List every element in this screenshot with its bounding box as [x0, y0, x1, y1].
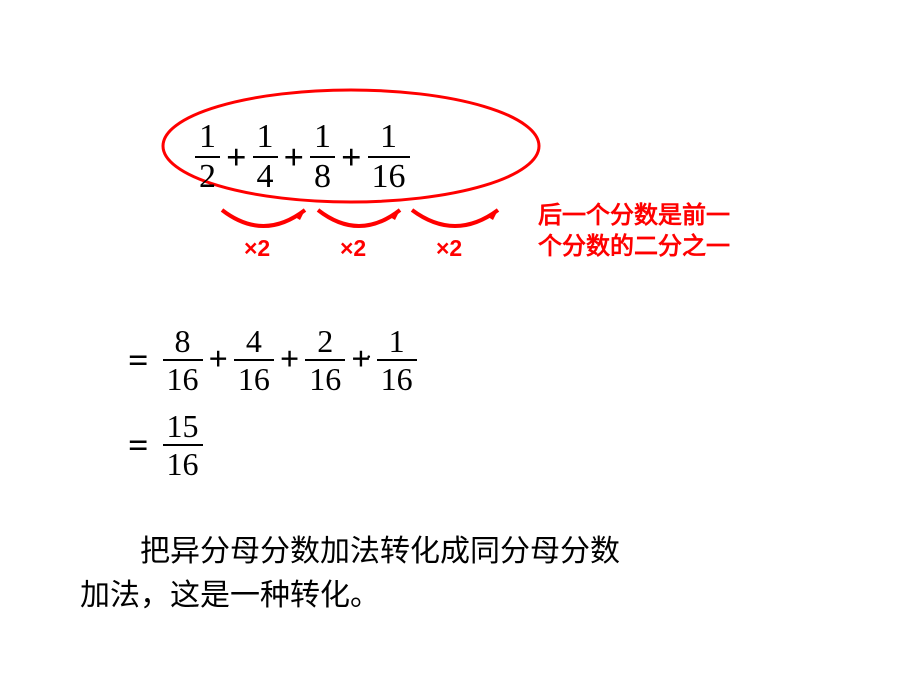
mid-fraction-2: 416 [234, 325, 274, 395]
annotation-line1: 后一个分数是前一 [538, 202, 730, 229]
curve-arrow-3 [412, 210, 498, 226]
equals-sign: = [128, 424, 163, 466]
plus-sign: + [203, 341, 234, 379]
times-two-label-2: ×2 [340, 235, 366, 262]
converted-expression: =816+416+216+116 [128, 325, 417, 395]
denominator: 16 [163, 361, 203, 395]
denominator: 16 [305, 361, 345, 395]
pattern-annotation: 后一个分数是前一 个分数的二分之一 [538, 200, 730, 262]
denominator: 16 [163, 446, 203, 480]
times-two-label-3: ×2 [436, 235, 462, 262]
mid-fraction-4: 116 [377, 325, 417, 395]
numerator: 4 [242, 325, 266, 359]
mid-fraction-1: 816 [163, 325, 203, 395]
result-expression: =1516 [128, 410, 203, 480]
denominator: 16 [234, 361, 274, 395]
numerator: 8 [171, 325, 195, 359]
numerator: 1 [385, 325, 409, 359]
times-two-label-1: ×2 [244, 235, 270, 262]
numerator: 2 [313, 325, 337, 359]
mid-fraction-3: 216 [305, 325, 345, 395]
plus-sign: + [274, 341, 305, 379]
curve-arrow-2 [318, 210, 400, 226]
explanation-line1: 把异分母分数加法转化成同分母分数 [80, 535, 620, 568]
curve-arrow-1 [222, 210, 305, 226]
page-dot: . [366, 338, 372, 364]
plus-sign: + [345, 341, 376, 379]
explanation-text: 把异分母分数加法转化成同分母分数 加法，这是一种转化。 [80, 530, 620, 617]
explanation-line2: 加法，这是一种转化。 [80, 579, 380, 612]
annotation-line2: 个分数的二分之一 [538, 233, 730, 260]
equals-sign: = [128, 339, 163, 381]
denominator: 16 [377, 361, 417, 395]
numerator: 15 [163, 410, 203, 444]
result-fraction: 1516 [163, 410, 203, 480]
